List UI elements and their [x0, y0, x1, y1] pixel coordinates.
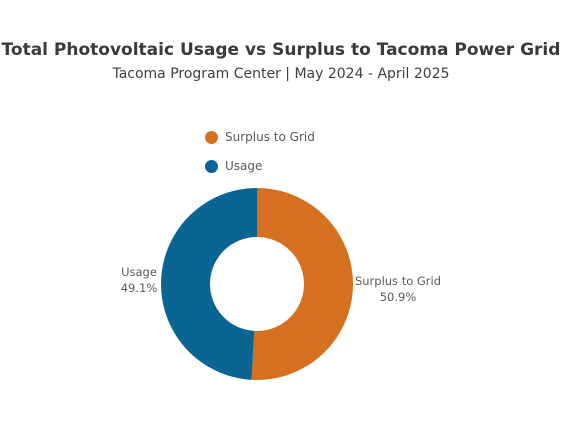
slice-surplus[interactable] — [251, 188, 353, 380]
data-label-usage-value: 49.1% — [121, 281, 158, 295]
data-label-surplus-name: Surplus to Grid — [355, 274, 441, 288]
legend-item-usage[interactable]: Usage — [205, 158, 262, 174]
data-label-surplus-value: 50.9% — [380, 290, 417, 304]
chart-title: Total Photovoltaic Usage vs Surplus to T… — [1, 40, 561, 60]
slice-usage[interactable] — [160, 188, 257, 380]
legend-swatch-usage — [205, 159, 218, 173]
legend-item-surplus[interactable]: Surplus to Grid — [205, 129, 315, 145]
legend-swatch-surplus — [205, 130, 218, 144]
legend-label-usage: Usage — [225, 159, 263, 173]
legend-label-surplus: Surplus to Grid — [225, 130, 315, 144]
data-label-usage-name: Usage — [121, 265, 157, 279]
chart-subtitle: Tacoma Program Center | May 2024 - April… — [112, 66, 450, 82]
